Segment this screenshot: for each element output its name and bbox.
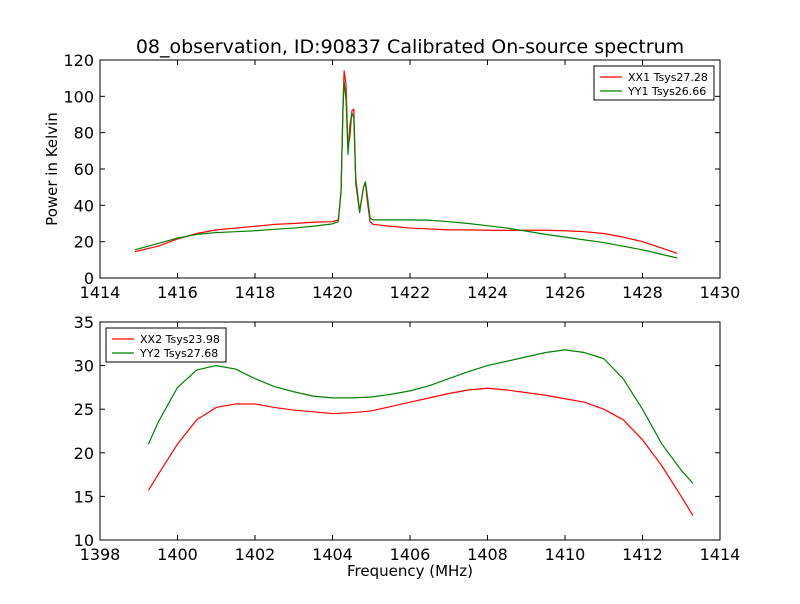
x-tick-label: 1420 [312,283,353,302]
y-tick-label: 120 [63,51,94,70]
series-line-yy2 [147,349,694,484]
x-tick-label: 1404 [312,545,353,564]
x-tick-label: 1408 [467,545,508,564]
y-tick-label: 0 [84,269,94,288]
y-tick-label: 25 [74,400,94,419]
x-tick-label: 1418 [235,283,276,302]
chart-title: 08_observation, ID:90837 Calibrated On-s… [136,36,684,58]
series-line-yy1 [134,81,678,259]
x-axis-label: Frequency (MHz) [347,562,473,580]
x-tick-label: 1398 [80,545,121,564]
x-tick-label: 1412 [622,545,663,564]
y-tick-label: 20 [74,233,94,252]
legend-label: XX1 Tsys27.28 [628,71,708,84]
y-tick-label: 15 [74,487,94,506]
y-tick-label: 40 [74,196,94,215]
x-tick-label: 1402 [235,545,276,564]
top-panel: 1414 1416 1418 1420 1422 1424 1426 1428 1430 0 20 4… [43,51,740,302]
x-tick-label: 1428 [622,283,663,302]
legend-box [593,65,715,101]
y-tick-label: 30 [74,357,94,376]
y-tick-label: 100 [63,87,94,106]
x-tick-label: 1414 [80,283,121,302]
legend-box [105,327,227,363]
y-tick-label: 80 [74,124,94,143]
y-tick-label: 35 [74,313,94,332]
y-tick-label: 60 [74,160,94,179]
x-tick-label: 1422 [390,283,431,302]
y-axis-label: Power in Kelvin [43,112,61,226]
x-tick-label: 1416 [157,283,198,302]
x-tick-label: 1424 [467,283,508,302]
x-tick-label: 1406 [390,545,431,564]
y-tick-label: 10 [74,531,94,550]
bottom-panel: 1398 1400 1402 1404 1406 1408 1410 1412 1414 10 15… [74,313,741,564]
x-tick-label: 1430 [700,283,741,302]
x-tick-label: 1414 [700,545,741,564]
x-tick-label: 1410 [545,545,586,564]
x-tick-label: 1426 [545,283,586,302]
y-tick-label: 20 [74,444,94,463]
legend-label: YY1 Tsys26.66 [627,85,706,98]
series-line-xx2 [147,387,694,516]
x-tick-label: 1400 [157,545,198,564]
legend-label: XX2 Tsys23.98 [140,333,220,346]
legend-label: YY2 Tsys27.68 [139,347,218,360]
